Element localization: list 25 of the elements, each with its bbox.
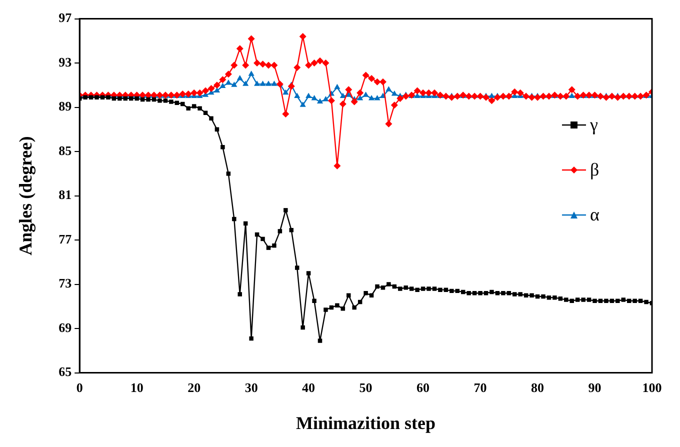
- x-tick-label: 0: [76, 380, 83, 395]
- x-tick-label: 10: [130, 380, 144, 395]
- y-tick-label: 69: [58, 320, 72, 335]
- x-tick-label: 60: [416, 380, 430, 395]
- legend-label: γ: [589, 114, 598, 135]
- y-tick-label: 89: [58, 98, 72, 114]
- legend-label: β: [590, 160, 600, 180]
- x-tick-label: 50: [359, 380, 372, 395]
- y-tick-label: 77: [58, 231, 72, 246]
- x-tick-label: 20: [188, 380, 201, 395]
- y-tick-label: 81: [58, 187, 72, 202]
- y-tick-label: 93: [58, 54, 72, 70]
- x-tick-label: 30: [244, 380, 258, 395]
- y-tick-label: 65: [58, 364, 72, 380]
- x-axis-title: Minimazition step: [296, 412, 436, 433]
- y-tick-label: 85: [58, 142, 72, 158]
- x-tick-label: 70: [474, 380, 487, 395]
- x-tick-label: 100: [642, 380, 662, 395]
- y-axis-title: Angles (degree): [15, 136, 36, 256]
- y-tick-label: 73: [58, 276, 72, 291]
- x-tick-label: 40: [302, 380, 316, 395]
- y-tick-label: 97: [58, 10, 72, 26]
- x-tick-label: 90: [588, 380, 602, 395]
- x-tick-label: 80: [531, 380, 544, 395]
- legend-label: α: [590, 204, 600, 225]
